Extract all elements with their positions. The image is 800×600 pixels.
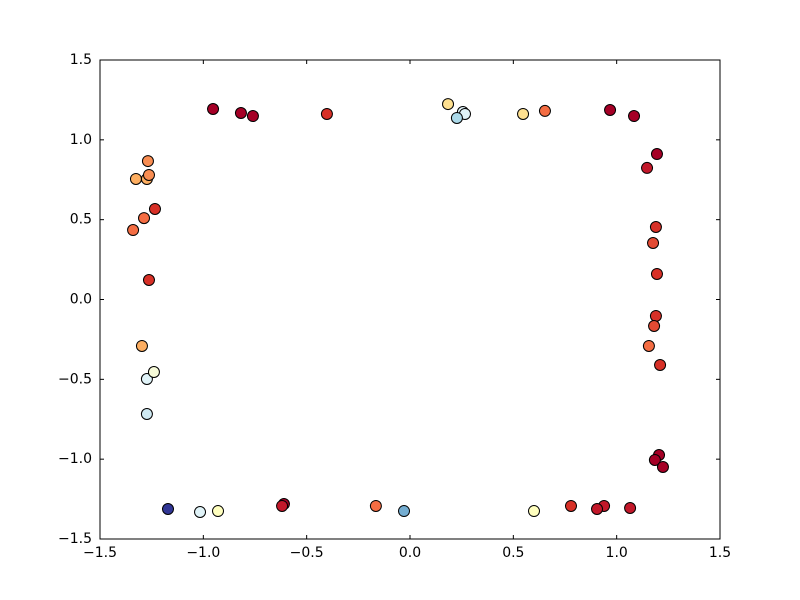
point	[647, 236, 660, 249]
x-tick-label: 1.5	[709, 545, 731, 561]
point	[127, 224, 140, 237]
point	[650, 267, 663, 280]
point	[650, 148, 663, 161]
point	[517, 107, 530, 120]
point	[656, 460, 669, 473]
point	[649, 221, 662, 234]
x-tick-label: −0.5	[290, 545, 324, 561]
point	[212, 505, 225, 518]
point	[624, 502, 637, 515]
x-tick-label: −1.5	[83, 545, 117, 561]
x-tick-label: 0.0	[399, 545, 421, 561]
point	[450, 111, 463, 124]
point	[276, 499, 289, 512]
point	[320, 107, 333, 120]
y-tick-label: 0.5	[70, 212, 92, 228]
point	[398, 505, 411, 518]
point	[654, 358, 667, 371]
y-tick-label: 1.5	[70, 52, 92, 68]
point	[140, 373, 153, 386]
point	[142, 168, 155, 181]
point	[138, 212, 151, 225]
point	[591, 502, 604, 515]
x-tick-label: 1.0	[606, 545, 628, 561]
y-tick-label: −0.5	[58, 371, 92, 387]
y-tick-label: −1.0	[58, 451, 92, 467]
y-tick-label: −1.5	[58, 531, 92, 547]
point	[234, 107, 247, 120]
y-tick-label: 0.0	[70, 292, 92, 308]
point	[141, 155, 154, 168]
point	[142, 274, 155, 287]
point	[642, 339, 655, 352]
point	[246, 110, 259, 123]
point	[147, 365, 160, 378]
point	[604, 103, 617, 116]
point	[528, 505, 540, 518]
point	[648, 453, 661, 466]
point	[161, 502, 174, 515]
point	[135, 339, 148, 352]
point	[194, 506, 207, 519]
point	[207, 103, 220, 116]
x-tick-label: 0.5	[502, 545, 524, 561]
point	[648, 320, 661, 333]
y-tick-label: 1.0	[70, 132, 92, 148]
point	[442, 98, 455, 111]
point	[564, 499, 577, 512]
point	[649, 309, 662, 322]
point	[628, 110, 641, 123]
point	[148, 202, 161, 215]
point	[369, 499, 382, 512]
point	[140, 407, 153, 420]
point	[538, 104, 551, 117]
point	[641, 161, 654, 174]
x-tick-label: −1.0	[186, 545, 220, 561]
point	[129, 172, 142, 185]
